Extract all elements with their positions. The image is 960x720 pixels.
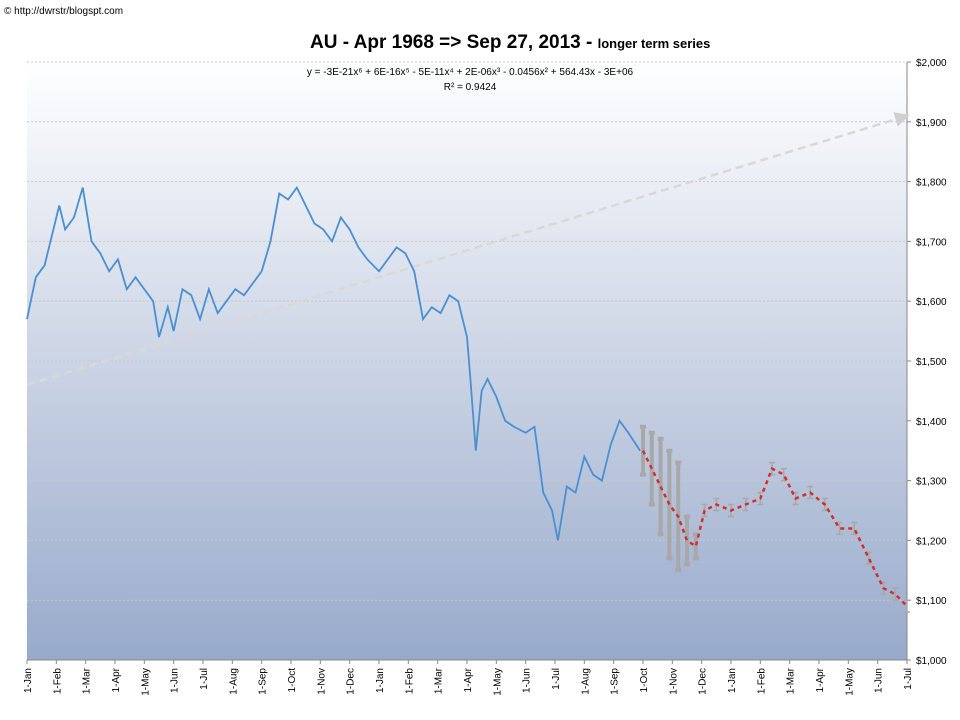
- x-tick-label: 1-Jun: [874, 668, 885, 693]
- x-tick-label: 1-Jan: [375, 668, 386, 693]
- subtitle: longer term series: [598, 36, 711, 51]
- x-tick-label: 1-Jun: [522, 668, 533, 693]
- x-tick-label: 1-Aug: [228, 668, 239, 695]
- x-tick-label: 1-Dec: [346, 668, 357, 695]
- x-tick-label: 1-Dec: [698, 668, 709, 695]
- x-tick-label: 1-Nov: [316, 668, 327, 695]
- y-tick-label: $1,100: [916, 596, 947, 607]
- equation: y = -3E-21x⁶ + 6E-16x⁵ - 5E-11x⁴ + 2E-06…: [307, 67, 634, 78]
- error-bar: [904, 599, 910, 613]
- x-tick-label: 1-May: [140, 668, 151, 696]
- error-bar: [836, 521, 843, 536]
- series-line: [641, 450, 908, 608]
- x-tick-label: 1-Jan: [727, 668, 738, 693]
- r-squared: R² = 0.9424: [444, 82, 497, 93]
- y-tick-label: $2,000: [916, 58, 947, 69]
- x-tick-label: 1-Feb: [52, 668, 63, 695]
- x-tick-label: 1-Nov: [668, 668, 679, 695]
- series-line: [26, 185, 641, 541]
- y-tick-label: $1,400: [916, 417, 947, 428]
- x-tick-label: 1-Apr: [815, 667, 826, 692]
- y-tick-label: $1,900: [916, 118, 947, 129]
- y-tick-label: $1,700: [916, 237, 947, 248]
- y-tick-label: $1,600: [916, 297, 947, 308]
- x-tick-label: 1-Mar: [82, 667, 93, 694]
- x-tick-label: 1-Apr: [111, 667, 122, 692]
- error-bar: [684, 514, 690, 567]
- y-tick-label: $1,200: [916, 536, 947, 547]
- x-tick-label: 1-Sep: [258, 668, 269, 695]
- x-tick-label: 1-May: [844, 668, 855, 696]
- error-bar: [657, 436, 664, 537]
- x-tick-label: 1-May: [492, 668, 503, 696]
- error-bar: [780, 467, 787, 482]
- x-tick-label: 1-Oct: [639, 668, 650, 693]
- x-tick-label: 1-Jan: [23, 668, 34, 693]
- source: © http://dwrstr/blogspt.com: [4, 6, 123, 17]
- x-tick-label: 1-Sep: [610, 668, 621, 695]
- title: AU - Apr 1968 => Sep 27, 2013 -: [310, 32, 598, 53]
- x-tick-label: 1-Jul: [199, 668, 210, 690]
- x-tick-label: 1-Apr: [463, 667, 474, 692]
- y-tick-label: $1,800: [916, 178, 947, 189]
- chart-title: AU - Apr 1968 => Sep 27, 2013 - longer t…: [310, 32, 710, 53]
- x-tick-label: 1-Feb: [756, 668, 767, 695]
- error-bar: [851, 521, 858, 536]
- y-tick-label: $1,000: [916, 656, 947, 667]
- x-tick-label: 1-Oct: [287, 668, 298, 693]
- trendline: [26, 112, 910, 387]
- x-tick-label: 1-Jul: [903, 668, 914, 690]
- x-tick-label: 1-Mar: [786, 667, 797, 694]
- y-tick-label: $1,500: [916, 357, 947, 368]
- x-tick-label: 1-Mar: [434, 667, 445, 694]
- x-tick-label: 1-Aug: [580, 668, 591, 695]
- error-bar: [892, 587, 899, 601]
- y-tick-label: $1,300: [916, 477, 947, 488]
- x-tick-label: 1-Jul: [551, 668, 562, 690]
- x-tick-label: 1-Feb: [404, 668, 415, 695]
- x-tick-label: 1-Jun: [170, 668, 181, 693]
